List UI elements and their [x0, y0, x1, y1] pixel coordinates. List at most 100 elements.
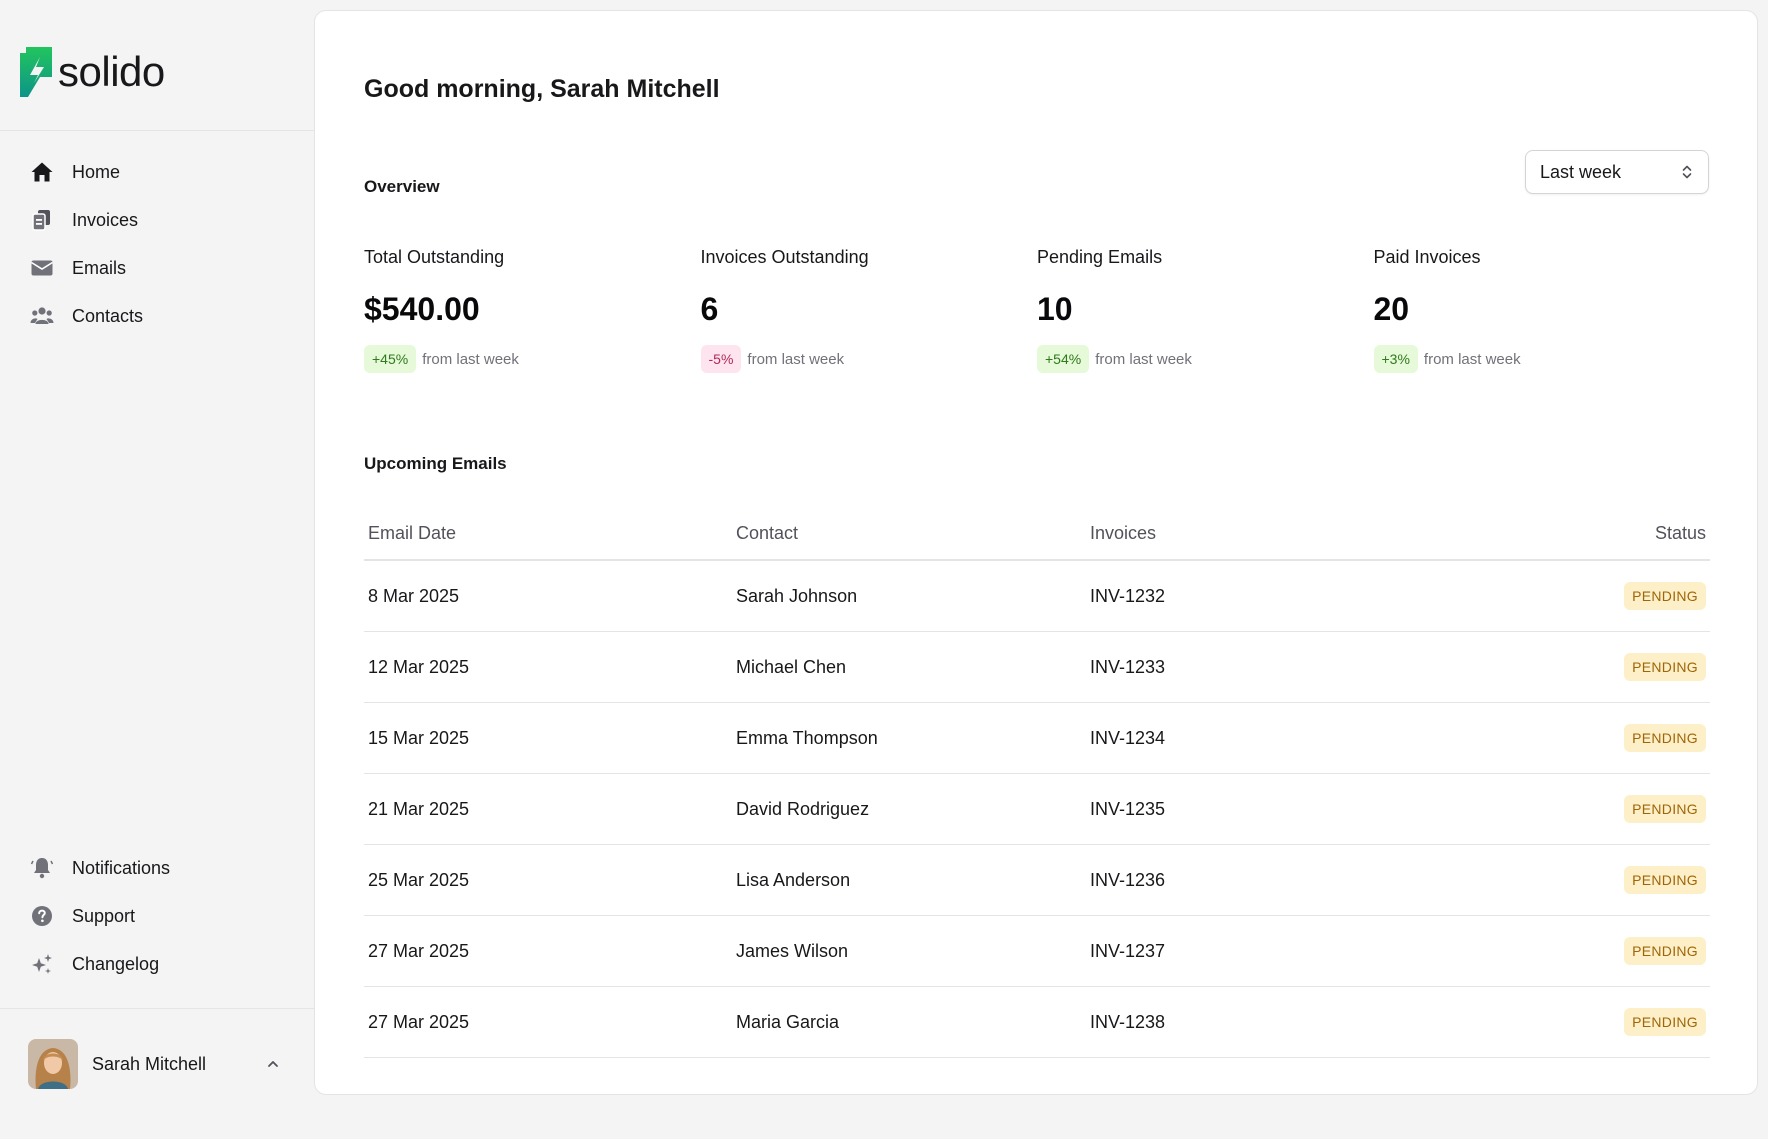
metrics-row: Total Outstanding $540.00 +45% from last… [364, 247, 1710, 373]
mail-icon [28, 254, 56, 282]
table-row[interactable]: 21 Mar 2025 David Rodriguez INV-1235 PEN… [364, 774, 1710, 845]
status-badge: PENDING [1624, 582, 1706, 610]
metric-label: Paid Invoices [1373, 247, 1481, 267]
column-header-invoices[interactable]: Invoices [1090, 522, 1157, 543]
cell-email-date: 12 Mar 2025 [368, 656, 470, 677]
date-range-select[interactable]: Last week [1525, 150, 1709, 194]
chevron-updown-icon [1682, 165, 1692, 179]
table-row[interactable]: 12 Mar 2025 Michael Chen INV-1233 PENDIN… [364, 632, 1710, 703]
cell-status: PENDING [1490, 653, 1710, 681]
nav-item-changelog[interactable]: Changelog [28, 940, 298, 988]
bell-icon [28, 854, 56, 882]
users-icon [28, 302, 56, 330]
cell-contact: Maria Garcia [736, 1011, 840, 1032]
nav-label: Support [72, 905, 136, 926]
upcoming-emails-title: Upcoming Emails [364, 454, 507, 473]
nav-label: Invoices [72, 209, 139, 230]
cell-status: PENDING [1490, 724, 1710, 752]
page-title: Good morning, Sarah Mitchell [364, 75, 720, 103]
status-badge: PENDING [1624, 866, 1706, 894]
cell-email-date: 21 Mar 2025 [368, 798, 470, 819]
metric-value: 6 [700, 291, 719, 327]
cell-contact: Lisa Anderson [736, 869, 851, 890]
status-badge: PENDING [1624, 1008, 1706, 1036]
invoices-icon [28, 206, 56, 234]
help-icon [28, 902, 56, 930]
metric-label: Invoices Outstanding [700, 247, 869, 267]
cell-status: PENDING [1490, 582, 1710, 610]
metric-card-total-outstanding: Total Outstanding $540.00 +45% from last… [364, 247, 701, 373]
cell-email-date: 15 Mar 2025 [368, 727, 470, 748]
cell-email-date: 25 Mar 2025 [368, 869, 470, 890]
status-badge: PENDING [1624, 653, 1706, 681]
date-range-value: Last week [1540, 161, 1622, 182]
cell-invoice: INV-1237 [1090, 940, 1166, 961]
cell-invoice: INV-1234 [1090, 727, 1166, 748]
metric-value: $540.00 [364, 291, 480, 327]
change-note: from last week [747, 350, 845, 368]
change-badge: -5% [700, 345, 742, 373]
cell-invoice: INV-1232 [1090, 585, 1166, 606]
cell-invoice: INV-1236 [1090, 869, 1166, 890]
chevron-up-icon [268, 1061, 278, 1067]
nav-label: Changelog [72, 953, 160, 974]
nav-label: Notifications [72, 857, 171, 878]
cell-status: PENDING [1490, 1008, 1710, 1036]
metric-change: +3% from last week [1373, 345, 1711, 373]
brand-name: solido [58, 48, 165, 95]
change-badge: +3% [1373, 345, 1418, 373]
main-panel: Good morning, Sarah Mitchell Overview La… [314, 10, 1758, 1095]
change-note: from last week [422, 350, 519, 368]
change-badge: +45% [364, 345, 417, 373]
cell-status: PENDING [1490, 937, 1710, 965]
cell-contact: Sarah Johnson [736, 585, 858, 606]
metric-value: 10 [1037, 291, 1073, 327]
cell-invoice: INV-1235 [1090, 798, 1166, 819]
column-header-status[interactable]: Status [1654, 522, 1706, 543]
table-row[interactable]: 27 Mar 2025 James Wilson INV-1237 PENDIN… [364, 916, 1710, 987]
metric-change: +45% from last week [364, 345, 701, 373]
status-badge: PENDING [1624, 795, 1706, 823]
metric-card-paid-invoices: Paid Invoices 20 +3% from last week [1373, 247, 1711, 373]
table-header: Email Date Contact Invoices Status [364, 507, 1710, 561]
nav-item-home[interactable]: Home [28, 148, 298, 196]
table-row[interactable]: 25 Mar 2025 Lisa Anderson INV-1236 PENDI… [364, 845, 1710, 916]
avatar [28, 1039, 78, 1089]
table-row[interactable]: 15 Mar 2025 Emma Thompson INV-1234 PENDI… [364, 703, 1710, 774]
nav-item-notifications[interactable]: Notifications [28, 844, 298, 892]
metric-change: +54% from last week [1037, 345, 1374, 373]
secondary-nav: Notifications Support Changelog [28, 844, 298, 988]
status-badge: PENDING [1624, 724, 1706, 752]
nav-item-support[interactable]: Support [28, 892, 298, 940]
table-row[interactable]: 27 Mar 2025 Maria Garcia INV-1238 PENDIN… [364, 987, 1710, 1058]
nav-item-contacts[interactable]: Contacts [28, 292, 298, 340]
table-row[interactable]: 8 Mar 2025 Sarah Johnson INV-1232 PENDIN… [364, 561, 1710, 632]
column-header-email-date[interactable]: Email Date [368, 522, 457, 543]
primary-nav: Home Invoices Emails Contacts [28, 148, 298, 340]
user-name: Sarah Mitchell [92, 1053, 207, 1074]
user-menu[interactable]: Sarah Mitchell [28, 1038, 288, 1090]
metric-label: Pending Emails [1037, 247, 1163, 267]
change-badge: +54% [1037, 345, 1090, 373]
cell-status: PENDING [1490, 866, 1710, 894]
column-header-contact[interactable]: Contact [736, 522, 799, 543]
overview-title: Overview [364, 177, 440, 196]
cell-status: PENDING [1490, 795, 1710, 823]
metric-value: 20 [1373, 291, 1410, 327]
cell-invoice: INV-1233 [1090, 656, 1166, 677]
status-badge: PENDING [1624, 937, 1706, 965]
metric-change: -5% from last week [700, 345, 1038, 373]
sparkles-icon [28, 950, 56, 978]
nav-label: Emails [72, 257, 127, 278]
sidebar-divider-top [0, 130, 314, 131]
cell-contact: Emma Thompson [736, 727, 878, 748]
change-note: from last week [1095, 350, 1192, 368]
metric-card-invoices-outstanding: Invoices Outstanding 6 -5% from last wee… [700, 247, 1038, 373]
cell-contact: David Rodriguez [736, 798, 870, 819]
sidebar: solido Home Invoices Emails [0, 0, 314, 1139]
nav-item-invoices[interactable]: Invoices [28, 196, 298, 244]
nav-item-emails[interactable]: Emails [28, 244, 298, 292]
nav-label: Contacts [72, 305, 144, 326]
logo[interactable]: solido [20, 46, 165, 98]
